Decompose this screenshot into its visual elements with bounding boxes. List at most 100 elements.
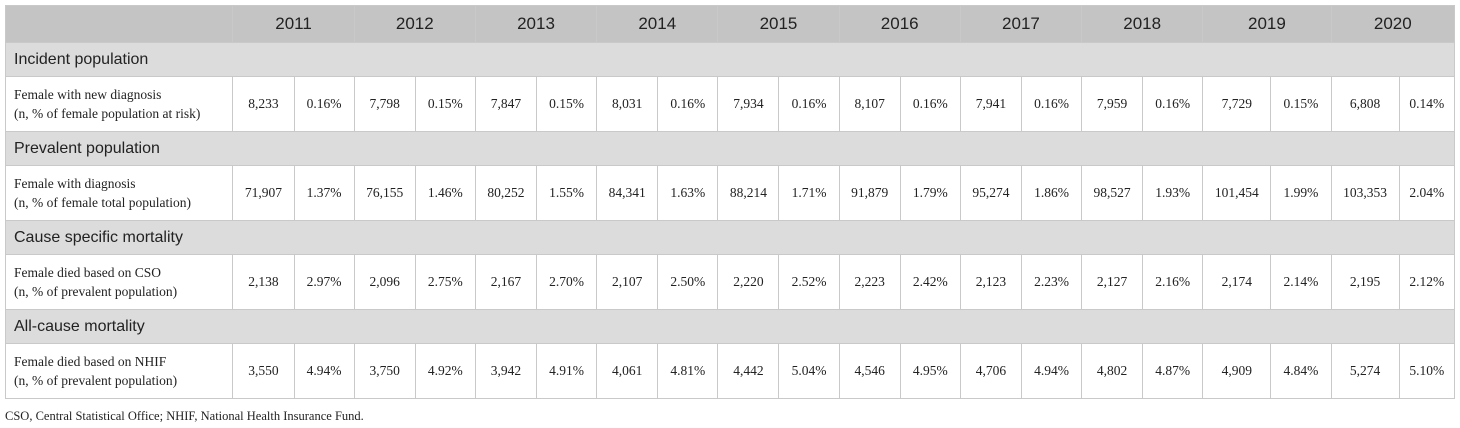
count-cell: 71,907	[232, 165, 295, 221]
percent-cell: 4.84%	[1270, 343, 1332, 399]
percent-cell: 2.42%	[899, 254, 961, 310]
row-label-title: Female with diagnosis	[14, 176, 136, 191]
count-cell: 84,341	[596, 165, 659, 221]
header-row: 2011 2012 2013 2014 2015 2016 2017 2018 …	[4, 5, 1456, 43]
count-cell: 101,454	[1202, 165, 1272, 221]
percent-cell: 0.16%	[899, 76, 961, 132]
percent-cell: 0.16%	[778, 76, 840, 132]
percent-cell: 1.99%	[1270, 165, 1332, 221]
count-cell: 88,214	[717, 165, 780, 221]
percent-cell: 1.63%	[657, 165, 719, 221]
count-cell: 3,750	[353, 343, 416, 399]
count-cell: 4,909	[1202, 343, 1272, 399]
count-cell: 98,527	[1081, 165, 1144, 221]
percent-cell: 0.14%	[1398, 76, 1456, 132]
row-label: Female with new diagnosis (n, % of female…	[4, 76, 234, 132]
percent-cell: 0.15%	[535, 76, 598, 132]
count-cell: 8,107	[838, 76, 901, 132]
year-header: 2012	[353, 5, 476, 43]
percent-cell: 0.15%	[1270, 76, 1332, 132]
count-cell: 7,934	[717, 76, 780, 132]
count-cell: 5,274	[1330, 343, 1400, 399]
row-label-subtitle: (n, % of prevalent population)	[14, 373, 178, 388]
row-label-subtitle: (n, % of female population at risk)	[14, 106, 201, 121]
row-label: Female with diagnosis (n, % of female tot…	[4, 165, 234, 221]
year-header: 2018	[1081, 5, 1204, 43]
count-cell: 91,879	[838, 165, 901, 221]
count-cell: 6,808	[1330, 76, 1400, 132]
percent-cell: 4.95%	[899, 343, 961, 399]
percent-cell: 5.04%	[778, 343, 840, 399]
count-cell: 4,546	[838, 343, 901, 399]
table-footnote: CSO, Central Statistical Office; NHIF, N…	[5, 409, 364, 423]
count-cell: 2,223	[838, 254, 901, 310]
percent-cell: 2.52%	[778, 254, 840, 310]
percent-cell: 1.86%	[1020, 165, 1083, 221]
row-label-title: Female died based on NHIF	[14, 354, 167, 369]
section-header-row: Cause specific mortality	[5, 220, 1455, 255]
percent-cell: 4.81%	[657, 343, 719, 399]
section-header-row: All-cause mortality	[5, 309, 1455, 344]
year-header: 2014	[596, 5, 719, 43]
percent-cell: 0.16%	[293, 76, 355, 132]
count-cell: 3,550	[232, 343, 295, 399]
count-cell: 95,274	[959, 165, 1022, 221]
row-label: Female died based on NHIF (n, % of preval…	[4, 343, 234, 399]
count-cell: 2,127	[1081, 254, 1144, 310]
count-cell: 80,252	[474, 165, 538, 221]
count-cell: 4,442	[717, 343, 780, 399]
count-cell: 2,167	[474, 254, 538, 310]
section-title: Cause specific mortality	[5, 220, 1455, 255]
section-title: All-cause mortality	[5, 309, 1455, 344]
percent-cell: 2.14%	[1270, 254, 1332, 310]
percent-cell: 0.16%	[657, 76, 719, 132]
table-row: Female with new diagnosis (n, % of female…	[4, 76, 1456, 132]
percent-cell: 4.92%	[414, 343, 476, 399]
percent-cell: 2.97%	[293, 254, 355, 310]
count-cell: 2,195	[1330, 254, 1400, 310]
row-label-subtitle: (n, % of female total population)	[14, 195, 191, 210]
percent-cell: 2.12%	[1398, 254, 1456, 310]
percent-cell: 1.93%	[1142, 165, 1204, 221]
year-header: 2020	[1330, 5, 1456, 43]
section-title: Incident population	[5, 42, 1455, 77]
section-header-row: Incident population	[5, 42, 1455, 77]
count-cell: 7,941	[959, 76, 1022, 132]
count-cell: 2,174	[1202, 254, 1272, 310]
count-cell: 8,031	[596, 76, 659, 132]
table-row: Female with diagnosis (n, % of female tot…	[4, 165, 1456, 221]
header-corner	[4, 5, 234, 43]
percent-cell: 1.55%	[535, 165, 598, 221]
count-cell: 7,798	[353, 76, 416, 132]
percent-cell: 1.79%	[899, 165, 961, 221]
percent-cell: 2.50%	[657, 254, 719, 310]
table-row: Female died based on CSO (n, % of prevale…	[4, 254, 1456, 310]
count-cell: 8,233	[232, 76, 295, 132]
percent-cell: 1.46%	[414, 165, 476, 221]
year-header: 2016	[838, 5, 961, 43]
count-cell: 2,096	[353, 254, 416, 310]
table-row: Female died based on NHIF (n, % of preval…	[4, 343, 1456, 399]
section-header-row: Prevalent population	[5, 131, 1455, 166]
percent-cell: 2.75%	[414, 254, 476, 310]
percent-cell: 0.15%	[414, 76, 476, 132]
count-cell: 4,802	[1081, 343, 1144, 399]
percent-cell: 5.10%	[1398, 343, 1456, 399]
percent-cell: 1.71%	[778, 165, 840, 221]
year-header: 2015	[717, 5, 840, 43]
percent-cell: 4.94%	[1020, 343, 1083, 399]
percent-cell: 4.87%	[1142, 343, 1204, 399]
count-cell: 2,107	[596, 254, 659, 310]
year-header: 2011	[232, 5, 355, 43]
row-label-subtitle: (n, % of prevalent population)	[14, 284, 178, 299]
count-cell: 2,220	[717, 254, 780, 310]
row-label-title: Female with new diagnosis	[14, 87, 162, 102]
percent-cell: 0.16%	[1142, 76, 1204, 132]
section-title: Prevalent population	[5, 131, 1455, 166]
count-cell: 4,706	[959, 343, 1022, 399]
percent-cell: 2.70%	[535, 254, 598, 310]
row-label: Female died based on CSO (n, % of prevale…	[4, 254, 234, 310]
count-cell: 103,353	[1330, 165, 1400, 221]
count-cell: 3,942	[474, 343, 538, 399]
count-cell: 7,959	[1081, 76, 1144, 132]
